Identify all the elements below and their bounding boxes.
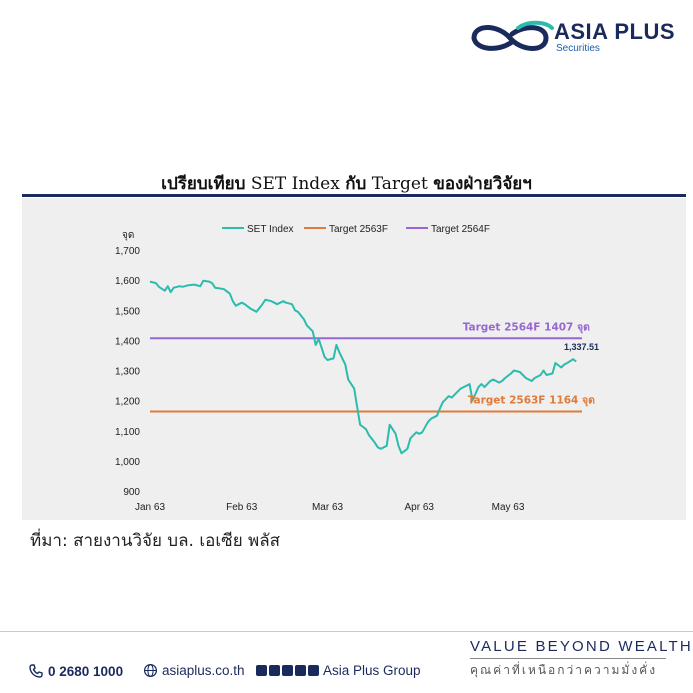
title-part-5: ของฝ่ายวิจัยฯ (433, 174, 532, 194)
x-tick-label: Jan 63 (135, 502, 165, 513)
y-tick-label: 1,200 (115, 397, 140, 408)
y-tick-label: 1,100 (115, 427, 140, 438)
youtube-icon[interactable] (282, 665, 293, 676)
telegram-icon[interactable] (308, 665, 319, 676)
title-part-2: SET Index (250, 174, 340, 194)
title-part-4: Target (371, 174, 428, 194)
twitter-icon[interactable] (295, 665, 306, 676)
x-tick-label: Apr 63 (405, 502, 435, 513)
phone-number: 0 2680 1000 (48, 663, 124, 679)
social-icons (256, 665, 319, 676)
y-tick-label: 1,000 (115, 457, 140, 468)
y-axis-label: จุด (122, 230, 134, 241)
y-tick-label: 1,500 (115, 306, 140, 317)
target-2563-annotation: Target 2563F 1164 จุด (468, 394, 595, 407)
contact-phone[interactable]: 0 2680 1000 (28, 663, 123, 679)
brand-sub: Securities (556, 43, 600, 54)
tagline: VALUE BEYOND WEALTH (470, 638, 693, 655)
asia-plus-logo-icon (471, 20, 554, 51)
contact-website[interactable]: asiaplus.co.th (143, 663, 245, 678)
x-tick-label: Feb 63 (226, 502, 258, 513)
y-tick-label: 1,700 (115, 246, 140, 257)
source-note: ที่มา: สายงานวิจัย บล. เอเซีย พลัส (30, 531, 281, 551)
group-name: Asia Plus Group (323, 663, 421, 678)
y-tick-label: 1,300 (115, 367, 140, 378)
legend-label: Target 2564F (431, 224, 490, 235)
set-index-chart: จุด 1,700 1,600 1,500 1,400 1,300 1,200 1,100 1,… (115, 224, 599, 513)
y-tick-label: 900 (123, 487, 140, 498)
chart-title: เปรียบเทียบ SET Index กับ Target ของฝ่าย… (0, 170, 693, 197)
tagline-divider (470, 658, 666, 659)
legend-label: Target 2563F (329, 224, 388, 235)
last-value-label: 1,337.51 (564, 342, 599, 352)
chart-panel: จุด 1,700 1,600 1,500 1,400 1,300 1,200 1,100 1,… (22, 198, 686, 520)
contact-social[interactable]: Asia Plus Group (256, 663, 421, 678)
website-text: asiaplus.co.th (162, 663, 245, 678)
globe-icon (143, 663, 158, 678)
target-2564-annotation: Target 2564F 1407 จุด (463, 321, 590, 334)
legend-label: SET Index (247, 224, 294, 235)
title-part-1: เปรียบเทียบ (161, 174, 246, 194)
footer-divider (0, 631, 693, 632)
facebook-icon[interactable] (256, 665, 267, 676)
tagline-thai: คุณค่าที่เหนือกว่าความมั่งคั่ง (470, 663, 658, 677)
x-tick-label: May 63 (492, 502, 525, 513)
y-tick-label: 1,400 (115, 336, 140, 347)
set-index-line (149, 279, 577, 455)
y-tick-label: 1,600 (115, 276, 140, 287)
phone-icon (29, 664, 43, 678)
title-divider (22, 194, 686, 197)
brand-name: ASIA PLUS (554, 19, 676, 44)
instagram-icon[interactable] (269, 665, 280, 676)
x-tick-label: Mar 63 (312, 502, 344, 513)
title-part-3: กับ (345, 174, 367, 194)
